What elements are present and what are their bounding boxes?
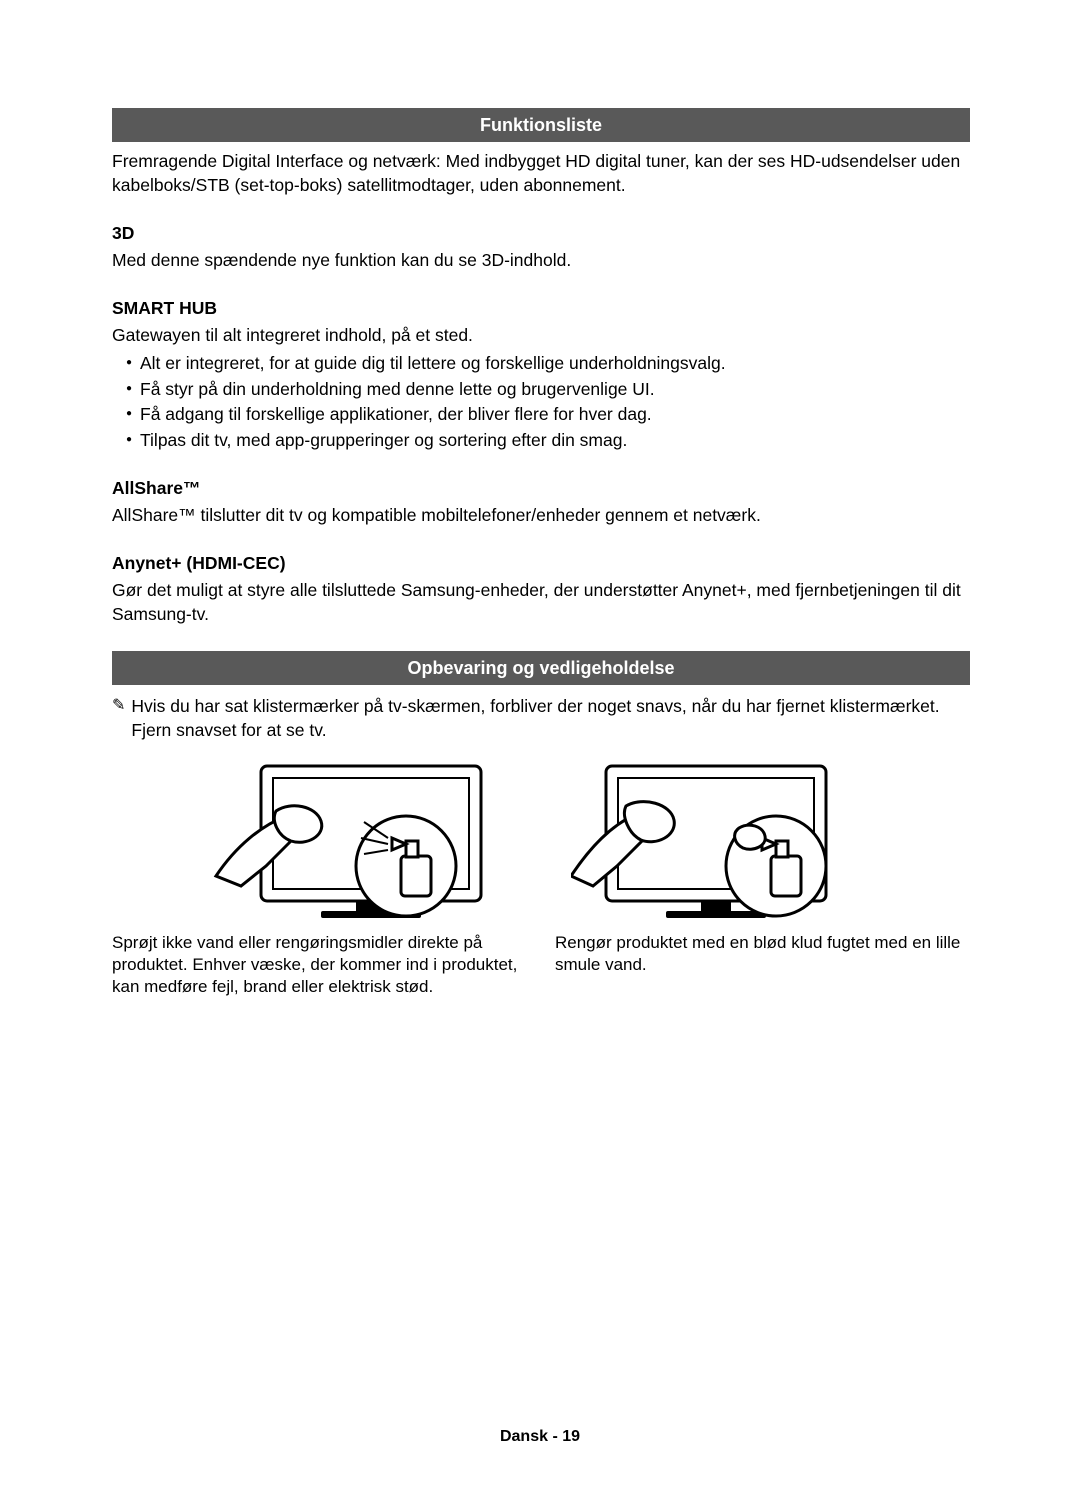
subheading-anynet: Anynet+ (HDMI-CEC) [112, 552, 970, 576]
captions-row: Sprøjt ikke vand eller rengøringsmidler … [112, 932, 970, 998]
note-icon: ✎ [112, 695, 125, 742]
text-smarthub: Gatewayen til alt integreret indhold, på… [112, 324, 970, 348]
figures-row [112, 756, 970, 926]
intro-text: Fremragende Digital Interface og netværk… [112, 150, 970, 197]
list-item: Få adgang til forskellige applikationer,… [112, 403, 970, 427]
subsection-anynet: Anynet+ (HDMI-CEC) Gør det muligt at sty… [112, 552, 970, 627]
figure-right [571, 756, 876, 926]
subsection-allshare: AllShare™ AllShare™ tilslutter dit tv og… [112, 477, 970, 528]
list-item: Få styr på din underholdning med denne l… [112, 378, 970, 402]
smarthub-bullets: Alt er integreret, for at guide dig til … [112, 352, 970, 453]
section-header-funktionsliste: Funktionsliste [112, 108, 970, 142]
manual-page: Funktionsliste Fremragende Digital Inter… [0, 0, 1080, 999]
text-anynet: Gør det muligt at styre alle tilsluttede… [112, 579, 970, 626]
subheading-smarthub: SMART HUB [112, 297, 970, 321]
subsection-smarthub: SMART HUB Gatewayen til alt integreret i… [112, 297, 970, 453]
illustration-wipe-cloth [571, 756, 876, 926]
caption-left: Sprøjt ikke vand eller rengøringsmidler … [112, 932, 527, 998]
text-3d: Med denne spændende nye funktion kan du … [112, 249, 970, 273]
page-footer: Dansk - 19 [0, 1426, 1080, 1448]
list-item: Tilpas dit tv, med app-grupperinger og s… [112, 429, 970, 453]
figure-left [206, 756, 511, 926]
subheading-allshare: AllShare™ [112, 477, 970, 501]
note-row: ✎ Hvis du har sat klistermærker på tv-sk… [112, 695, 970, 742]
list-item: Alt er integreret, for at guide dig til … [112, 352, 970, 376]
subheading-3d: 3D [112, 222, 970, 246]
caption-right: Rengør produktet med en blød klud fugtet… [555, 932, 970, 998]
illustration-do-not-spray [206, 756, 511, 926]
section-header-opbevaring: Opbevaring og vedligeholdelse [112, 651, 970, 685]
text-allshare: AllShare™ tilslutter dit tv og kompatibl… [112, 504, 970, 528]
note-text: Hvis du har sat klistermærker på tv-skær… [131, 695, 970, 742]
subsection-3d: 3D Med denne spændende nye funktion kan … [112, 222, 970, 273]
